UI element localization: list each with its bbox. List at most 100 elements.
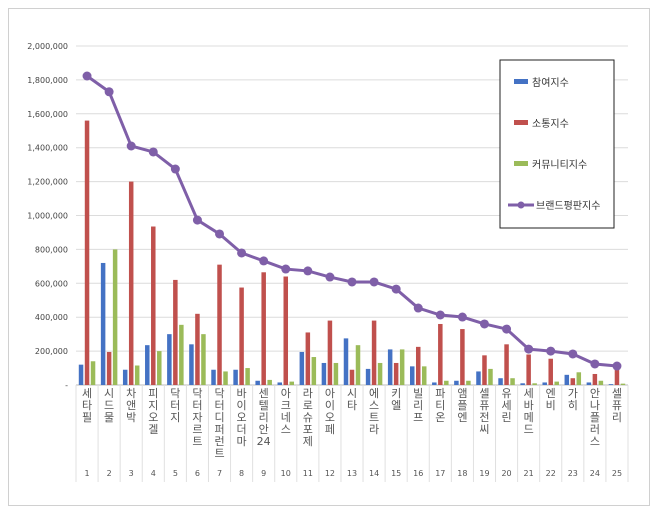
- x-index-label: 23: [568, 469, 578, 478]
- bar-참여지수: [542, 382, 547, 385]
- label-char: 드: [524, 423, 534, 436]
- bar-소통지수: [128, 181, 134, 385]
- bar-커뮤니티지수: [201, 334, 206, 385]
- label-char: 페: [325, 423, 335, 436]
- x-index-label: 25: [612, 469, 622, 478]
- y-tick-label: -: [65, 381, 68, 390]
- bar-소통지수: [614, 369, 620, 385]
- label-char: 세: [501, 399, 511, 412]
- bar-커뮤니티지수: [90, 361, 96, 385]
- bar-소통지수: [504, 344, 509, 385]
- x-index-label: 15: [391, 469, 401, 478]
- label-char: 앰: [457, 387, 467, 400]
- x-index-label: 17: [435, 469, 445, 478]
- line-point: [126, 141, 136, 151]
- bar-커뮤니티지수: [598, 380, 604, 385]
- line-point: [612, 361, 622, 371]
- label-char: 24: [257, 435, 271, 448]
- bar-커뮤니티지수: [399, 349, 405, 385]
- label-char: 이: [325, 399, 335, 412]
- bar-소통지수: [371, 320, 377, 385]
- label-char: 로: [303, 399, 313, 412]
- label-char: 안: [259, 423, 269, 436]
- label-char: 슈: [303, 411, 313, 424]
- label-char: 자: [192, 411, 202, 424]
- label-char: 터: [170, 399, 180, 412]
- label-char: 리: [413, 399, 423, 412]
- label-char: 메: [524, 411, 534, 424]
- legend-swatch: [514, 161, 528, 166]
- bar-참여지수: [100, 262, 106, 385]
- y-tick-label: 2,000,000: [27, 42, 68, 51]
- label-char: 센: [259, 387, 269, 400]
- x-index-label: 4: [151, 469, 156, 478]
- bar-커뮤니티지수: [355, 345, 361, 385]
- x-index-label: 13: [347, 469, 357, 478]
- label-char: 차: [126, 387, 136, 400]
- bar-참여지수: [189, 344, 194, 385]
- y-tick-label: 1,400,000: [27, 144, 68, 153]
- bar-커뮤니티지수: [576, 372, 582, 385]
- label-char: 안: [590, 387, 600, 400]
- label-char: 히: [568, 398, 578, 412]
- label-char: 르: [192, 423, 202, 436]
- line-point: [568, 349, 578, 359]
- line-point: [590, 359, 600, 369]
- label-char: 퓨: [479, 399, 489, 412]
- x-index-label: 1: [84, 469, 89, 478]
- x-index-label: 18: [457, 469, 467, 478]
- label-char: 세: [524, 387, 534, 400]
- label-char: 유: [501, 387, 511, 400]
- label-char: 시: [347, 387, 357, 400]
- bar-커뮤니티지수: [134, 365, 140, 385]
- bar-참여지수: [277, 382, 283, 385]
- bar-참여지수: [122, 369, 128, 385]
- line-point: [479, 319, 489, 329]
- line-point: [502, 324, 512, 334]
- label-char: 러: [590, 423, 600, 436]
- bar-소통지수: [84, 120, 90, 385]
- bar-소통지수: [173, 279, 178, 385]
- label-char: 셀: [612, 387, 622, 400]
- x-index-label: 24: [590, 469, 600, 478]
- label-char: 엔: [546, 387, 556, 400]
- label-char: 퓨: [612, 399, 622, 412]
- label-char: 플: [590, 411, 600, 424]
- bar-소통지수: [570, 378, 576, 385]
- line-point: [325, 272, 335, 282]
- label-char: 터: [192, 399, 202, 412]
- x-index-label: 20: [501, 469, 511, 478]
- bar-참여지수: [255, 380, 260, 385]
- bar-커뮤니티지수: [157, 351, 162, 385]
- bar-소통지수: [460, 329, 465, 385]
- label-char: 앤: [126, 399, 136, 412]
- label-char: 퍼: [214, 423, 224, 436]
- label-char: 닥: [170, 387, 180, 400]
- label-char: 바: [237, 387, 247, 400]
- bar-소통지수: [283, 276, 289, 385]
- label-char: 아: [325, 387, 335, 400]
- label-char: 닥: [192, 387, 202, 400]
- x-index-label: 19: [479, 469, 489, 478]
- line-point: [259, 256, 269, 266]
- label-char: 플: [457, 399, 467, 412]
- line-point: [303, 266, 313, 276]
- bar-커뮤니티지수: [488, 368, 493, 385]
- label-char: 터: [214, 399, 224, 412]
- label-char: 빌: [413, 387, 423, 400]
- line-point: [435, 310, 445, 320]
- bar-소통지수: [526, 354, 531, 385]
- label-char: 리: [612, 411, 622, 424]
- line-point: [82, 71, 92, 81]
- line-point: [215, 229, 225, 239]
- label-char: 셀: [479, 387, 489, 400]
